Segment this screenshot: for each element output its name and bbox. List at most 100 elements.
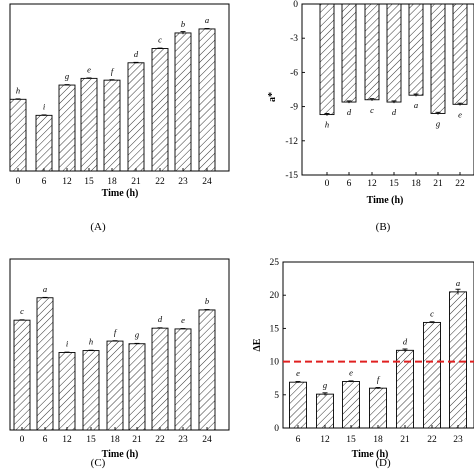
panel-d-x-tick-label: 12 bbox=[320, 435, 330, 445]
panel-a-bar bbox=[80, 77, 98, 172]
panel-d-y-tick-label: 5 bbox=[274, 391, 279, 401]
panel-b-y-tick-label: -12 bbox=[285, 137, 298, 147]
panel-d-significance-letter: e bbox=[349, 368, 353, 378]
panel-a-bar bbox=[9, 98, 27, 172]
panel-d-significance-letter: f bbox=[377, 374, 381, 384]
panel-b-y-tick-label: -3 bbox=[290, 34, 298, 44]
panel-c-bar bbox=[58, 352, 76, 431]
panel-c-bar bbox=[13, 319, 31, 431]
panel-c-xticks: 0 6 12 15 18 21 22 23 24 bbox=[20, 427, 212, 445]
panel-a-x-tick-label: 12 bbox=[62, 177, 72, 187]
panel-a-bar bbox=[198, 28, 216, 172]
panel-a-bar bbox=[127, 62, 145, 172]
panel-a-x-tick-label: 21 bbox=[131, 177, 141, 187]
panel-a-xticks: 0 6 12 15 18 21 22 23 24 bbox=[16, 168, 212, 187]
panel-c-bar bbox=[106, 340, 124, 431]
panel-c-significance-letter: g bbox=[135, 330, 139, 340]
panel-b-bar bbox=[452, 3, 468, 105]
panel-b-bar bbox=[319, 3, 335, 116]
panel-b-significance-letter: h bbox=[325, 120, 329, 130]
panel-d-y-tick-label: 0 bbox=[274, 424, 279, 434]
panel-b-x-axis-title: Time (h) bbox=[367, 195, 404, 206]
panel-c-x-tick-label: 21 bbox=[132, 435, 142, 445]
panel-c-significance-letter: d bbox=[158, 314, 163, 324]
panel-b-bar bbox=[364, 3, 380, 101]
panel-d-tag: (D) bbox=[375, 457, 391, 469]
panel-a-significance-letter: h bbox=[16, 85, 20, 95]
panel-c: c a i h f g d e b 0 6 12 15 18 21 22 23 24 Time (h) (C) bbox=[9, 258, 230, 469]
panel-c-x-tick-label: 22 bbox=[155, 435, 165, 445]
panel-c-significance-letter: f bbox=[114, 327, 118, 337]
panel-d-x-tick-label: 15 bbox=[346, 435, 356, 445]
panel-a-significance-letter: d bbox=[134, 49, 139, 59]
panel-b-bar bbox=[408, 3, 424, 96]
panel-b-tag: (B) bbox=[376, 221, 391, 233]
panel-d-bar bbox=[449, 291, 467, 429]
panel-b-x-tick-label: 12 bbox=[367, 179, 377, 189]
panel-d-x-tick-label: 6 bbox=[296, 435, 301, 445]
panel-c-x-tick-label: 23 bbox=[178, 435, 188, 445]
panel-d-y-tick-label: 20 bbox=[270, 291, 280, 301]
panel-a-significance-letter: a bbox=[205, 15, 209, 25]
panel-d: e g e f d c a 6 12 15 18 21 22 23 0 5 10 15 20 25 Time (h… bbox=[252, 258, 474, 469]
panel-a-x-tick-label: 6 bbox=[42, 177, 47, 187]
panel-b-bar bbox=[386, 3, 402, 103]
panel-a-x-tick-label: 18 bbox=[107, 177, 117, 187]
panel-b-significance-letter: e bbox=[458, 109, 462, 119]
panel-c-x-tick-label: 12 bbox=[62, 435, 72, 445]
panel-b-x-tick-label: 21 bbox=[433, 179, 443, 189]
panel-a-tag: (A) bbox=[90, 221, 106, 233]
panel-c-significance-letter: e bbox=[181, 315, 185, 325]
panel-b-significance-letter: c bbox=[370, 105, 374, 115]
panel-a-significance-letter: f bbox=[111, 66, 115, 76]
panel-a-bar bbox=[103, 79, 121, 172]
panel-c-bar bbox=[151, 327, 169, 431]
panel-b-x-tick-label: 18 bbox=[411, 179, 421, 189]
panel-d-y-tick-label: 10 bbox=[270, 358, 280, 368]
panel-b-yticks: 0 -3 -6 -9 -12 -15 bbox=[285, 0, 305, 181]
panel-a-x-tick-label: 15 bbox=[84, 177, 94, 187]
panel-b-bar bbox=[430, 3, 446, 114]
panel-b-x-tick-label: 15 bbox=[389, 179, 399, 189]
panel-d-y-tick-label: 15 bbox=[270, 324, 280, 334]
panel-b-x-tick-label: 0 bbox=[325, 179, 330, 189]
panel-b-significance-letter: g bbox=[436, 118, 440, 128]
panel-c-x-tick-label: 0 bbox=[20, 435, 25, 445]
panel-c-bar bbox=[198, 309, 216, 431]
panel-c-x-tick-label: 24 bbox=[202, 435, 212, 445]
panel-d-significance-letter: c bbox=[430, 308, 434, 318]
panel-b-y-tick-label: 0 bbox=[293, 0, 298, 10]
panel-c-bar bbox=[174, 328, 192, 431]
panel-d-x-axis-title: Time (h) bbox=[352, 449, 389, 460]
panel-d-yticks: 0 5 10 15 20 25 bbox=[270, 258, 286, 434]
panel-c-x-tick-label: 18 bbox=[110, 435, 120, 445]
panel-d-y-axis-title: ΔE bbox=[252, 338, 263, 351]
panel-c-significance-letter: h bbox=[89, 337, 93, 347]
panel-c-bar bbox=[128, 343, 146, 431]
panel-b-significance-letter: d bbox=[392, 107, 397, 117]
panel-c-bars: c a i h f g d e b bbox=[13, 284, 216, 431]
panel-d-x-tick-label: 18 bbox=[373, 435, 383, 445]
panel-d-bar bbox=[289, 381, 307, 429]
panel-b-y-tick-label: -9 bbox=[290, 103, 298, 113]
panel-d-x-tick-label: 21 bbox=[400, 435, 410, 445]
panel-d-bar bbox=[316, 393, 334, 429]
panel-a-x-tick-label: 22 bbox=[155, 177, 165, 187]
panel-d-bar bbox=[423, 321, 441, 429]
panel-b-y-tick-label: -15 bbox=[285, 171, 298, 181]
panel-d-xticks: 6 12 15 18 21 22 23 bbox=[296, 425, 463, 445]
panel-d-x-tick-label: 22 bbox=[427, 435, 437, 445]
panel-c-bar bbox=[82, 350, 100, 431]
panel-c-significance-letter: i bbox=[66, 338, 69, 348]
panel-c-tag: (C) bbox=[91, 457, 106, 469]
panel-d-bars: e g e f d c a bbox=[289, 278, 467, 429]
panel-c-x-axis-title: Time (h) bbox=[102, 449, 139, 460]
panel-a-bar bbox=[174, 32, 192, 172]
panel-b-y-axis-title: a* bbox=[267, 92, 278, 102]
panel-a-x-axis-title: Time (h) bbox=[102, 188, 139, 199]
panel-b-y-tick-label: -6 bbox=[290, 68, 298, 78]
panel-d-bar bbox=[369, 387, 387, 429]
panel-a-x-tick-label: 23 bbox=[178, 177, 188, 187]
panel-d-significance-letter: g bbox=[323, 380, 327, 390]
